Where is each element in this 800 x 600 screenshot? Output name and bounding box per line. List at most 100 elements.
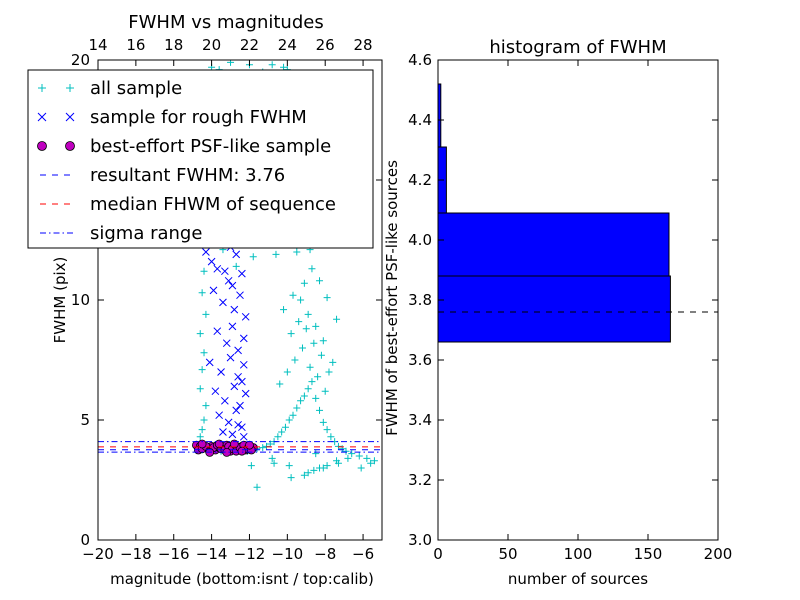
all-sample-point xyxy=(357,464,365,472)
legend-x-marker xyxy=(37,112,47,122)
histogram-y-axis-label: FWHM of best-effort PSF-like sources xyxy=(383,160,401,436)
rough-sample-point xyxy=(238,423,246,432)
all-sample-point xyxy=(319,337,327,345)
all-sample-point xyxy=(344,454,352,462)
histogram-chart: histogram of FWHM number of sources FWHM… xyxy=(383,37,732,588)
all-sample-point xyxy=(308,378,316,386)
all-sample-point xyxy=(312,322,320,330)
histogram-title: histogram of FWHM xyxy=(489,37,666,58)
all-sample-point xyxy=(200,416,208,424)
all-sample-point xyxy=(196,433,204,441)
rough-sample-point xyxy=(211,387,220,396)
chart-title: FWHM vs magnitudes xyxy=(128,12,323,33)
all-sample-point xyxy=(302,325,310,333)
all-sample-point xyxy=(316,406,324,414)
all-sample-point xyxy=(323,426,331,434)
legend-label: sample for rough FWHM xyxy=(90,107,307,128)
all-sample-point xyxy=(259,444,267,452)
rough-sample-point xyxy=(239,432,248,441)
x-tick-label: −8 xyxy=(314,545,336,563)
all-sample-point xyxy=(314,373,322,381)
all-sample-point xyxy=(198,426,206,434)
rough-sample-point xyxy=(236,291,244,300)
rough-sample-point xyxy=(232,250,241,259)
all-sample-point xyxy=(291,356,299,364)
all-sample-point xyxy=(297,296,305,304)
all-sample-point xyxy=(272,250,280,258)
all-sample-point xyxy=(297,397,305,405)
rough-sample-point xyxy=(234,420,242,429)
all-sample-point xyxy=(348,450,356,458)
rough-sample-point xyxy=(230,382,239,391)
rough-sample-point xyxy=(239,360,248,369)
all-sample-point xyxy=(300,392,308,400)
legend-circle-marker xyxy=(37,141,47,151)
rough-sample-point xyxy=(228,430,237,439)
histogram-y-tick-label: 3.2 xyxy=(408,471,432,489)
x-tick-label: −18 xyxy=(120,545,152,563)
all-sample-point xyxy=(329,358,337,366)
all-sample-point xyxy=(293,248,301,256)
all-sample-point xyxy=(287,330,295,338)
legend-plus-marker xyxy=(38,84,46,92)
legend-label: median FHWM of sequence xyxy=(90,194,336,215)
rough-sample-point xyxy=(234,346,242,355)
all-sample-point xyxy=(198,289,206,297)
y-axis-label: FWHM (pix) xyxy=(51,257,69,344)
rough-sample-point xyxy=(219,298,227,307)
all-sample-point xyxy=(247,462,255,470)
rough-sample-point xyxy=(224,418,233,427)
all-sample-point xyxy=(276,380,284,388)
rough-sample-point xyxy=(205,358,214,367)
x-tick-label: −20 xyxy=(82,545,114,563)
all-sample-point xyxy=(323,462,331,470)
all-sample-point xyxy=(274,433,282,441)
all-sample-point xyxy=(306,363,314,371)
all-sample-point xyxy=(310,466,318,474)
x-tick-label: −16 xyxy=(158,545,190,563)
all-sample-point xyxy=(278,428,286,436)
top-tick-label: 28 xyxy=(354,36,373,54)
all-sample-point xyxy=(285,416,293,424)
rough-sample-point xyxy=(222,339,231,348)
top-tick-label: 24 xyxy=(278,36,297,54)
histogram-y-tick-label: 4.6 xyxy=(408,51,432,69)
legend-label: resultant FWHM: 3.76 xyxy=(90,165,285,186)
all-sample-point xyxy=(200,349,208,357)
all-sample-point xyxy=(355,452,363,460)
legend-label: best-effort PSF-like sample xyxy=(90,136,331,157)
histogram-plot-area: 0 50 100 150 200 3.0 3.2 3.4 3.6 3.8 4.0 4.2 4.4 4.6 xyxy=(408,51,732,563)
all-sample-point xyxy=(287,474,295,482)
histogram-y-tick-label: 4.2 xyxy=(408,171,432,189)
histogram-x-tick-label: 0 xyxy=(433,545,443,563)
all-sample-point xyxy=(333,315,341,323)
rough-sample-point xyxy=(215,411,224,420)
all-sample-point xyxy=(283,368,291,376)
rough-sample-point xyxy=(217,368,225,376)
x-tick-label: −6 xyxy=(352,545,374,563)
histogram-bar xyxy=(437,212,670,277)
all-sample-point xyxy=(312,450,320,458)
rough-sample-point xyxy=(228,322,237,331)
all-sample-point xyxy=(198,366,206,374)
rough-sample-point xyxy=(220,267,229,276)
rough-sample-point xyxy=(224,276,233,285)
legend-entry: sigma range xyxy=(40,223,202,244)
all-sample-point xyxy=(249,253,257,261)
all-sample-point xyxy=(304,385,312,393)
all-sample-point xyxy=(370,457,378,465)
all-sample-point xyxy=(363,454,371,462)
x-tick-label: −12 xyxy=(234,545,266,563)
legend-entry: best-effort PSF-like sample xyxy=(37,136,331,157)
rough-sample-point xyxy=(239,334,248,343)
all-sample-point xyxy=(232,262,240,270)
scatter-chart: FWHM vs magnitudes magnitude (bottom:isn… xyxy=(51,12,383,588)
rough-sample-point xyxy=(228,281,237,290)
all-sample-point xyxy=(333,457,341,465)
histogram-y-tick-label: 3.8 xyxy=(408,291,432,309)
all-sample-point xyxy=(300,279,308,287)
legend-label: sigma range xyxy=(90,223,202,244)
all-sample-point xyxy=(319,418,327,426)
all-sample-point xyxy=(268,61,276,69)
